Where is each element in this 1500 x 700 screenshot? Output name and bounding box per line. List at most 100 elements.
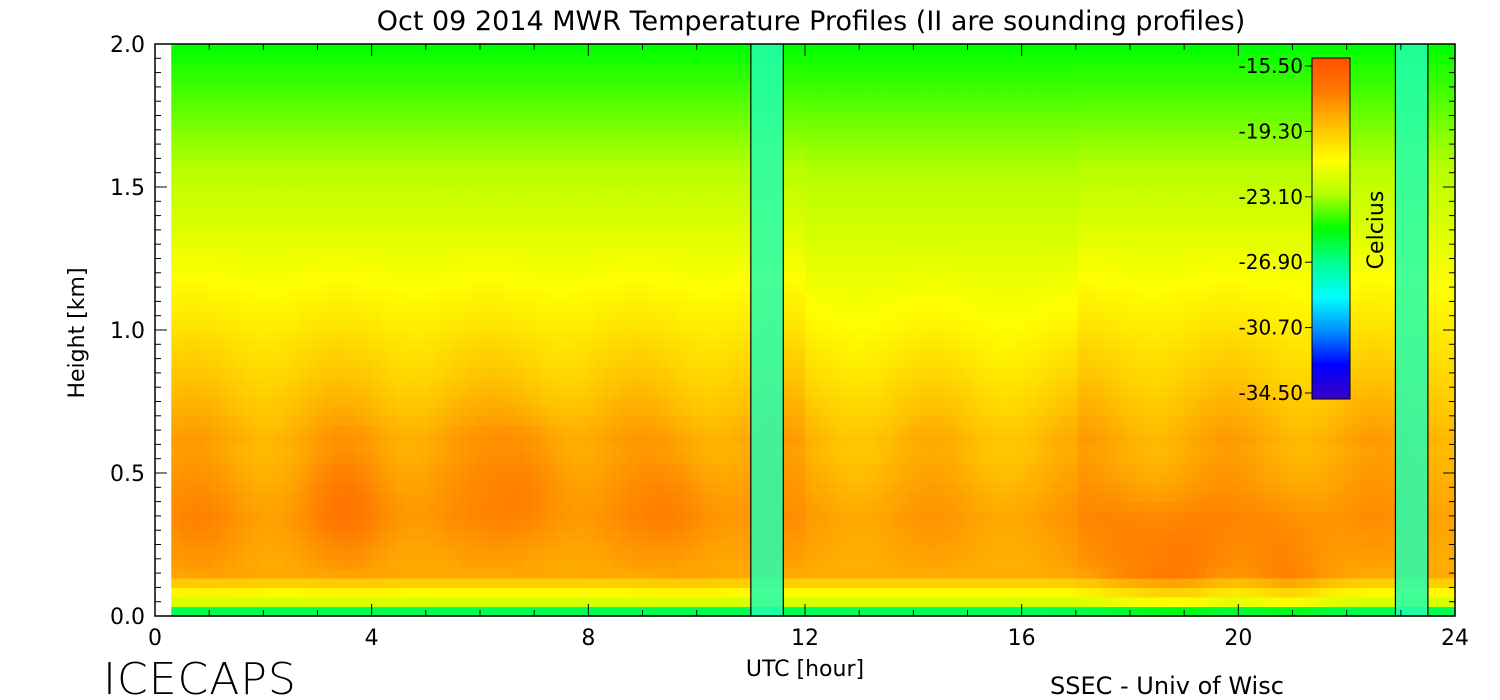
heatmap-cell [219, 568, 229, 579]
heatmap-cell [620, 396, 630, 407]
heatmap-cell [805, 196, 814, 207]
heatmap-cell [379, 72, 389, 83]
heatmap-cell [403, 263, 413, 274]
heatmap-cell [211, 434, 220, 445]
heatmap-cell [315, 53, 325, 64]
heatmap-cell [580, 196, 590, 207]
heatmap-cell [195, 339, 204, 350]
heatmap-cell [476, 434, 485, 445]
heatmap-cell [821, 492, 830, 503]
heatmap-cell [805, 139, 814, 150]
heatmap-cell [540, 501, 549, 512]
heatmap-cell [227, 301, 237, 312]
heatmap-cell [203, 129, 212, 140]
heatmap-cell [259, 558, 269, 569]
heatmap-cell [355, 282, 365, 293]
heatmap-cell [829, 425, 838, 436]
heatmap-cell [243, 577, 253, 588]
heatmap-cell [379, 434, 389, 445]
heatmap-cell [363, 482, 373, 493]
heatmap-cell [652, 406, 662, 417]
heatmap-cell [732, 606, 742, 617]
heatmap-cell [797, 568, 806, 579]
heatmap-cell [371, 587, 381, 598]
heatmap-cell [532, 558, 541, 569]
heatmap-cell [540, 415, 549, 426]
heatmap-cell [251, 530, 261, 541]
heatmap-cell [580, 310, 590, 322]
heatmap-cell [251, 330, 261, 341]
heatmap-cell [821, 415, 830, 426]
heatmap-cell [732, 129, 742, 140]
heatmap-cell [259, 129, 269, 140]
heatmap-cell [484, 215, 493, 226]
heatmap-cell [652, 282, 662, 293]
heatmap-cell [668, 291, 678, 302]
heatmap-cell [596, 129, 606, 140]
heatmap-cell [789, 272, 798, 283]
heatmap-cell [724, 482, 734, 493]
heatmap-cell [331, 482, 341, 493]
heatmap-cell [668, 330, 678, 341]
heatmap-cell [716, 310, 726, 322]
heatmap-cell [740, 234, 750, 245]
heatmap-cell [524, 272, 533, 283]
heatmap-cell [171, 463, 180, 474]
heatmap-cell [283, 244, 293, 255]
heatmap-cell [371, 434, 381, 445]
heatmap-cell [283, 91, 293, 102]
heatmap-cell [411, 234, 421, 245]
heatmap-cell [668, 396, 678, 407]
heatmap-cell [556, 215, 565, 226]
heatmap-cell [331, 606, 341, 617]
heatmap-cell [347, 53, 357, 64]
heatmap-cell [805, 120, 814, 131]
heatmap-cell [588, 282, 598, 293]
heatmap-cell [636, 120, 646, 131]
heatmap-cell [732, 177, 742, 188]
heatmap-cell [692, 434, 702, 445]
heatmap-cell [419, 568, 429, 579]
heatmap-cell [700, 244, 710, 255]
heatmap-cell [716, 44, 726, 55]
heatmap-cell [813, 263, 822, 274]
heatmap-cell [524, 91, 533, 102]
heatmap-cell [556, 167, 565, 179]
heatmap-cell [419, 339, 429, 350]
heatmap-cell [604, 244, 614, 255]
heatmap-cell [684, 72, 694, 83]
heatmap-cell [331, 368, 341, 379]
heatmap-cell [171, 301, 180, 312]
heatmap-cell [355, 215, 365, 226]
heatmap-cell [588, 63, 598, 74]
heatmap-cell [347, 177, 357, 188]
heatmap-cell [740, 406, 750, 417]
heatmap-cell [219, 253, 229, 264]
heatmap-cell [379, 101, 389, 112]
heatmap-cell [339, 301, 349, 312]
heatmap-cell [339, 167, 349, 179]
heatmap-cell [676, 444, 686, 455]
heatmap-cell [708, 549, 718, 560]
heatmap-cell [532, 196, 541, 207]
heatmap-cell [676, 530, 686, 541]
heatmap-cell [805, 310, 814, 322]
heatmap-cell [492, 120, 501, 131]
heatmap-cell [548, 368, 557, 379]
heatmap-cell [187, 225, 196, 236]
heatmap-cell [564, 244, 574, 255]
heatmap-cell [540, 225, 549, 236]
heatmap-cell [476, 349, 485, 360]
heatmap-cell [452, 53, 461, 64]
heatmap-cell [588, 206, 598, 217]
heatmap-cell [436, 539, 445, 550]
heatmap-cell [724, 63, 734, 74]
heatmap-cell [187, 587, 196, 598]
heatmap-cell [411, 482, 421, 493]
heatmap-cell [315, 158, 325, 169]
heatmap-cell [411, 549, 421, 560]
heatmap-cell [700, 234, 710, 245]
heatmap-cell [789, 606, 798, 617]
heatmap-cell [307, 139, 317, 150]
heatmap-cell [275, 530, 285, 541]
